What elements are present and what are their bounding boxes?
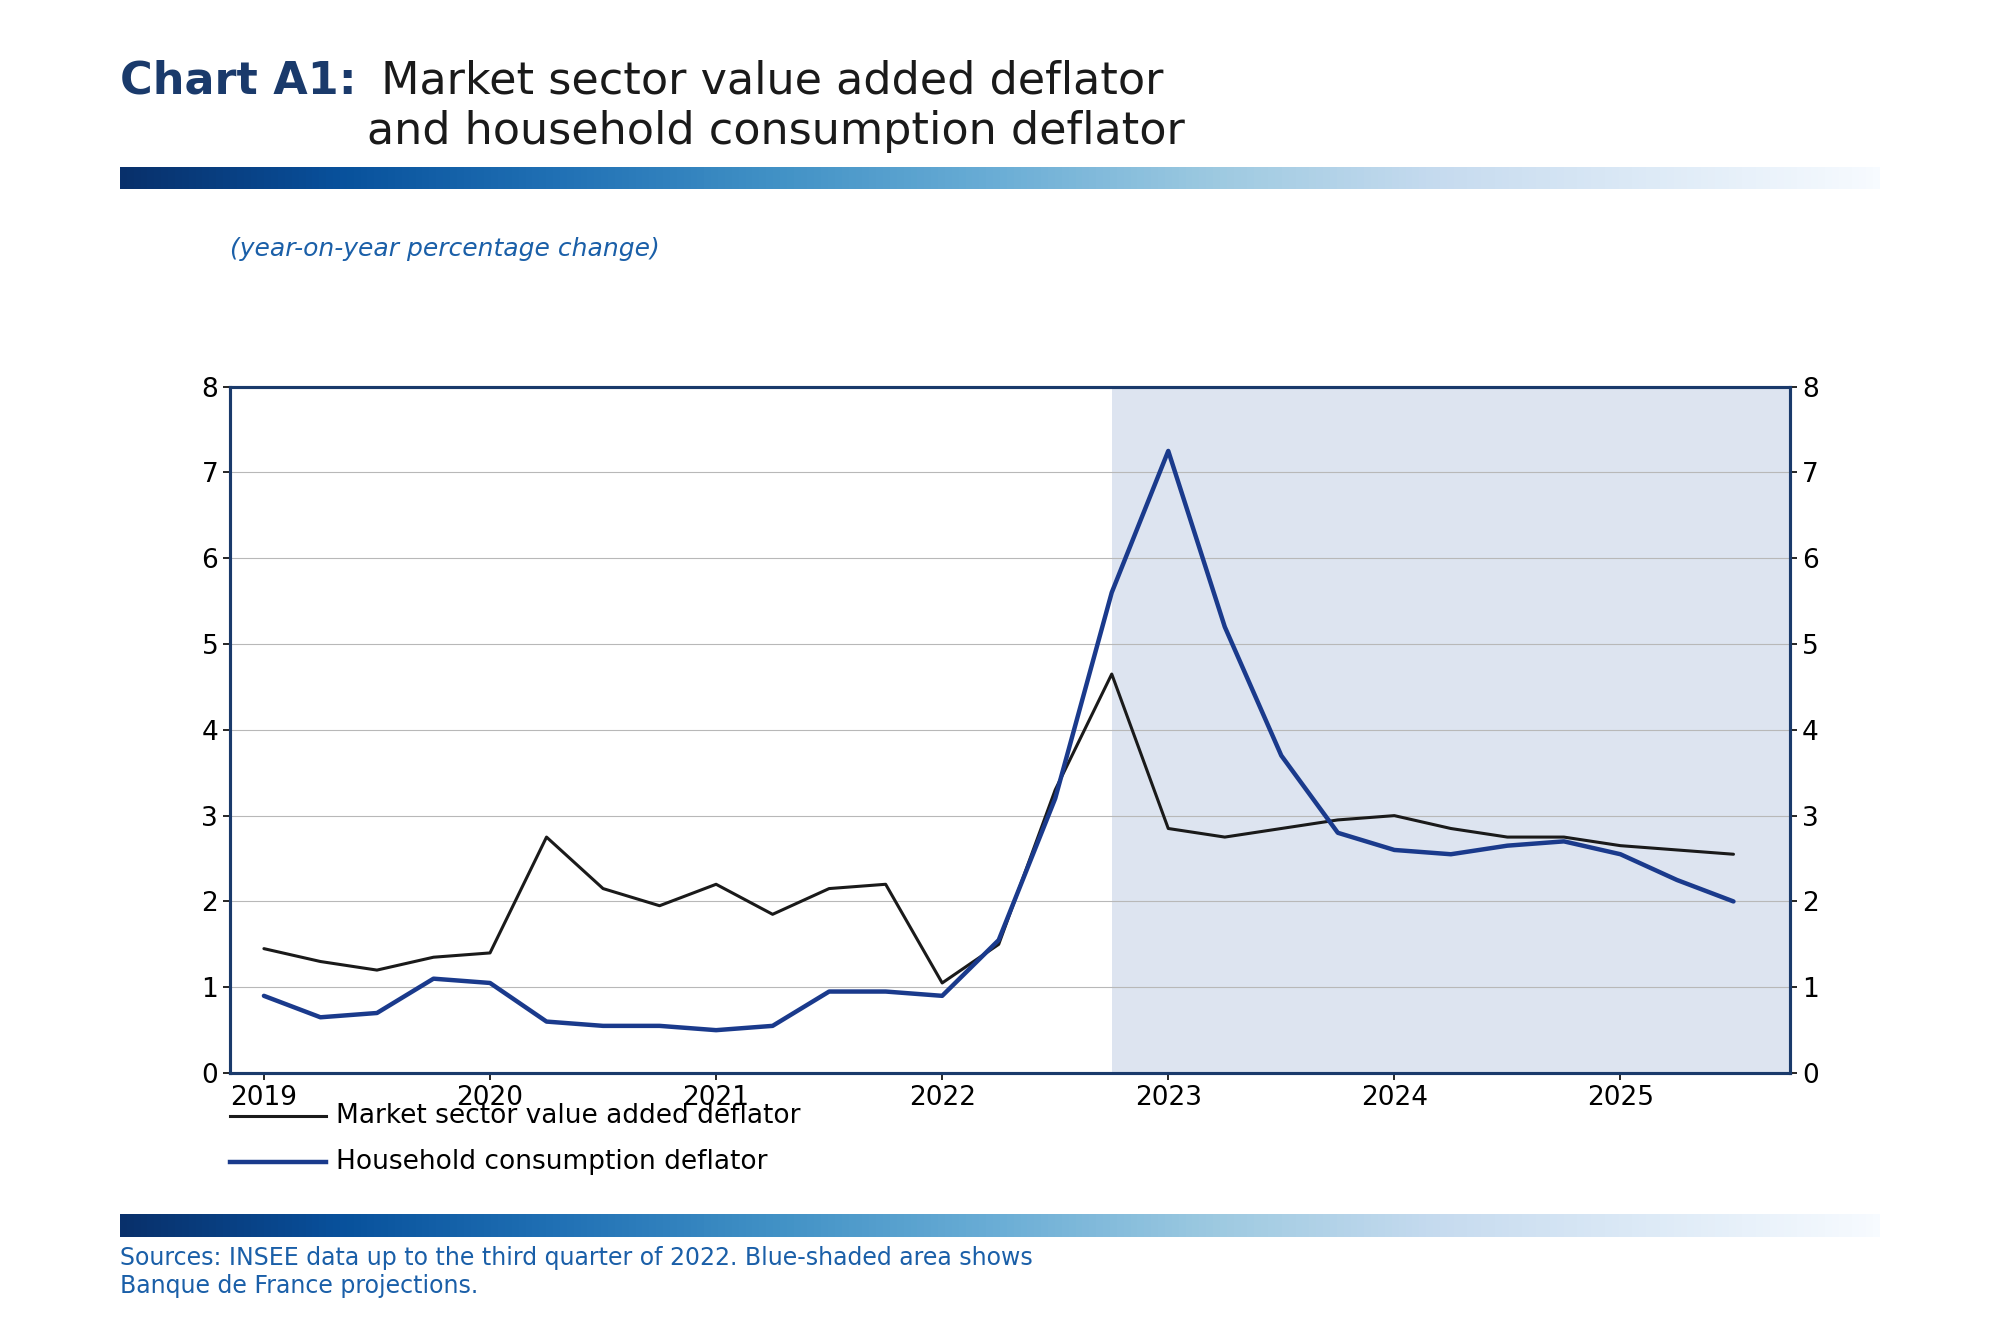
Text: Household consumption deflator: Household consumption deflator	[336, 1149, 768, 1176]
Text: (year-on-year percentage change): (year-on-year percentage change)	[230, 237, 660, 261]
Text: Chart A1:: Chart A1:	[120, 60, 356, 103]
Text: Market sector value added deflator: Market sector value added deflator	[336, 1102, 800, 1129]
Bar	[1112, 387, 1790, 1073]
Text: Market sector value added deflator
and household consumption deflator: Market sector value added deflator and h…	[366, 60, 1184, 153]
Text: Sources: INSEE data up to the third quarter of 2022. Blue-shaded area shows
Banq: Sources: INSEE data up to the third quar…	[120, 1246, 1032, 1298]
